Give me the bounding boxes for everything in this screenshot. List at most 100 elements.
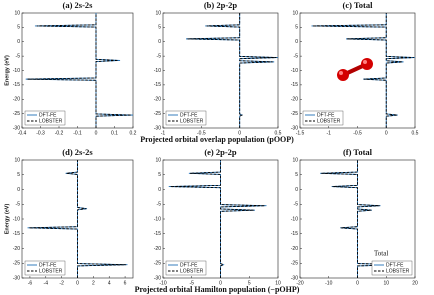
y-tick-label: -30 [13, 275, 20, 281]
y-tick-label: 10 [14, 10, 20, 16]
y-axis-label: Energy (eV) [4, 204, 10, 235]
y-tick-label: 5 [158, 25, 161, 31]
y-tick-label: -5 [16, 202, 21, 208]
y-tick-label: 0 [295, 39, 298, 45]
panel-title: (a) 2s-2s [63, 0, 94, 10]
y-tick-label: -30 [291, 275, 298, 281]
atom [337, 69, 349, 81]
y-tick-label: -25 [13, 261, 20, 267]
x-tick-label: -0.5 [353, 130, 362, 136]
legend-label: DFT-FE [39, 262, 57, 268]
legend-label: LOBSTER [317, 118, 341, 124]
legend-label: LOBSTER [180, 268, 204, 274]
y-tick-label: -15 [154, 82, 161, 88]
y-tick-label: -5 [294, 53, 299, 59]
y-tick-label: 5 [17, 25, 20, 31]
plot-area [162, 12, 279, 129]
legend-label: LOBSTER [39, 118, 63, 124]
annotation: Total [374, 250, 388, 258]
y-tick-label: -25 [291, 111, 298, 117]
x-tick-label: -10 [325, 280, 332, 286]
y-tick-label: -30 [154, 125, 161, 131]
y-tick-label: -5 [157, 202, 162, 208]
y-tick-label: -10 [13, 216, 20, 222]
y-tick-label: 0 [295, 187, 298, 193]
x-tick-label: -1.5 [296, 130, 305, 136]
x-tick-label: -0.2 [55, 130, 64, 136]
x-tick-label: 4 [108, 280, 111, 286]
y-tick-label: 10 [155, 10, 161, 16]
x-tick-label: 20 [412, 280, 418, 286]
y-tick-label: 5 [295, 172, 298, 178]
legend-label: LOBSTER [180, 118, 204, 124]
y-tick-label: -15 [291, 82, 298, 88]
legend-box [371, 260, 413, 276]
x-tick-label: 0.5 [412, 130, 419, 136]
y-tick-label: -20 [154, 97, 161, 103]
y-tick-label: -15 [13, 82, 20, 88]
panel-title: (e) 2p-2p [204, 147, 237, 157]
x-tick-label: -1 [161, 130, 166, 136]
x-tick-label: -20 [296, 280, 303, 286]
y-tick-label: -15 [154, 231, 161, 237]
x-tick-label: -0.5 [197, 130, 206, 136]
x-tick-label: 5 [248, 280, 251, 286]
legend-label: DFT-FE [180, 262, 198, 268]
legend-box [165, 260, 207, 276]
y-tick-label: 0 [158, 187, 161, 193]
x-tick-label: -2 [59, 280, 64, 286]
y-tick-label: -10 [291, 68, 298, 74]
atom-highlight [363, 60, 367, 64]
data-line [321, 160, 405, 278]
y-tick-label: -20 [291, 246, 298, 252]
y-tick-label: -25 [13, 111, 20, 117]
y-tick-label: -30 [154, 275, 161, 281]
plot-area [21, 12, 134, 129]
y-tick-label: -20 [13, 97, 20, 103]
x-tick-label: -10 [159, 280, 166, 286]
y-tick-label: -30 [291, 125, 298, 131]
y-tick-label: -10 [154, 68, 161, 74]
x-tick-label: -0.1 [73, 130, 82, 136]
y-tick-label: 10 [292, 157, 298, 163]
x-axis-label: Projected orbital overlap population (pO… [140, 135, 294, 144]
y-tick-label: 10 [14, 157, 20, 163]
x-tick-label: 0 [385, 130, 388, 136]
y-tick-label: 10 [155, 157, 161, 163]
atom-highlight [339, 71, 343, 75]
y-tick-label: -10 [291, 216, 298, 222]
legend-label: DFT-FE [317, 112, 335, 118]
x-tick-label: 0.5 [275, 130, 282, 136]
y-tick-label: -30 [13, 125, 20, 131]
y-tick-label: -15 [13, 231, 20, 237]
y-tick-label: -5 [294, 202, 299, 208]
x-tick-label: 10 [275, 280, 281, 286]
y-tick-label: -25 [291, 261, 298, 267]
data-line [27, 13, 132, 128]
legend-box [24, 260, 66, 276]
y-tick-label: -10 [13, 68, 20, 74]
legend-label: DFT-FE [39, 112, 57, 118]
x-tick-label: 6 [124, 280, 127, 286]
x-tick-label: 0 [238, 130, 241, 136]
y-tick-label: -5 [157, 53, 162, 59]
x-tick-label: 0.1 [111, 130, 118, 136]
y-tick-label: 5 [295, 25, 298, 31]
y-tick-label: 10 [292, 10, 298, 16]
y-tick-label: -15 [291, 231, 298, 237]
y-tick-label: -20 [154, 246, 161, 252]
legend-label: LOBSTER [39, 268, 63, 274]
y-tick-label: -20 [291, 97, 298, 103]
x-tick-label: 2 [92, 280, 95, 286]
panel-title: (d) 2s-2s [62, 147, 93, 157]
y-tick-label: -10 [154, 216, 161, 222]
legend-box [302, 110, 344, 126]
x-tick-label: -1 [327, 130, 332, 136]
panel-title: (b) 2p-2p [204, 0, 238, 10]
x-tick-label: 0.2 [130, 130, 137, 136]
legend-label: LOBSTER [386, 268, 410, 274]
x-tick-label: -4 [44, 280, 49, 286]
molecule-icon [337, 58, 373, 81]
legend-box [24, 110, 66, 126]
